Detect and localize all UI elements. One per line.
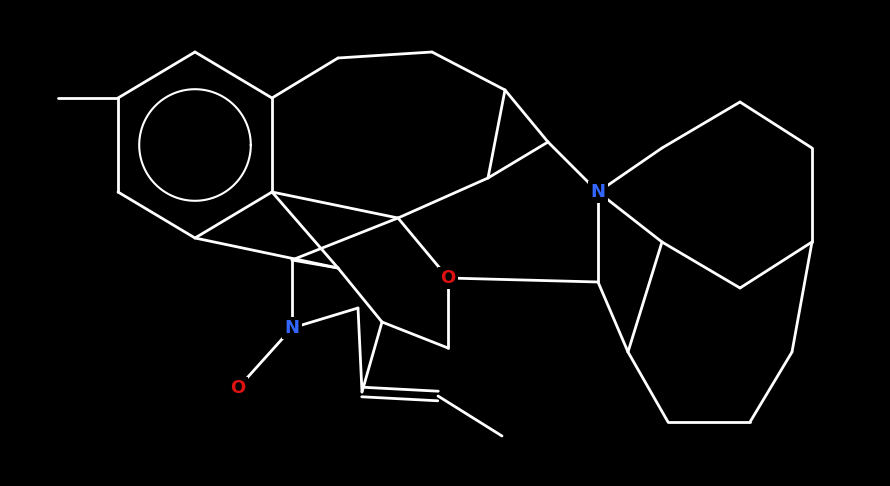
- Text: O: O: [231, 379, 246, 397]
- Text: O: O: [441, 269, 456, 287]
- Text: N: N: [285, 319, 300, 337]
- Text: N: N: [590, 183, 605, 201]
